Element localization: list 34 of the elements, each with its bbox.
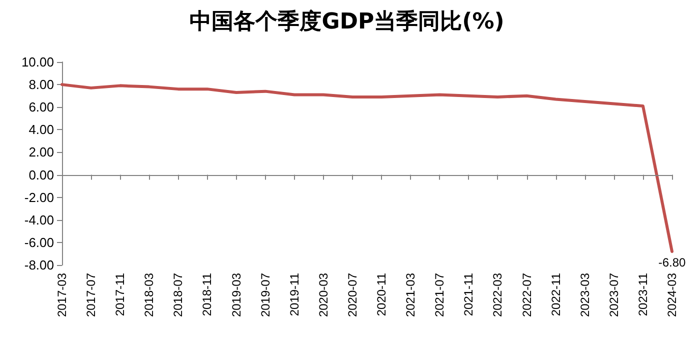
x-tick-label: 2023-03 <box>578 272 592 318</box>
y-tick-label: -6.00 <box>24 234 54 250</box>
y-tick-label: 10.00 <box>21 54 54 70</box>
y-tick-label: -2.00 <box>24 190 54 205</box>
y-tick-label: -4.00 <box>24 212 54 228</box>
y-tick-label: 8.00 <box>28 77 54 92</box>
x-tick-label: 2019-11 <box>287 272 302 316</box>
x-tick-label: 2022-07 <box>520 272 534 318</box>
x-tick-label: 2018-03 <box>142 272 156 318</box>
chart-title: 中国各个季度GDP当季同比(%) <box>190 8 504 34</box>
x-tick-label: 2020-11 <box>374 272 389 316</box>
y-tick-label: -8.00 <box>24 258 54 272</box>
x-tick-label: 2019-07 <box>258 272 272 318</box>
x-tick-label: 2021-07 <box>432 272 447 318</box>
x-tick-label: 2017-07 <box>84 272 98 318</box>
x-tick-label: 2023-07 <box>606 272 621 318</box>
x-tick-label: 2022-11 <box>548 272 563 316</box>
x-tick-label: 2024-03 <box>665 272 679 318</box>
x-tick-label: 2023-11 <box>636 272 650 316</box>
x-tick-label: 2021-03 <box>404 272 418 318</box>
x-tick-label: 2017-11 <box>113 272 128 316</box>
data-label: -6.80 <box>658 255 686 270</box>
x-tick-label: 2020-07 <box>345 272 360 318</box>
x-tick-label: 2018-07 <box>171 272 186 318</box>
x-tick-label: 2019-03 <box>229 272 244 318</box>
x-tick-label: 2022-03 <box>490 272 505 318</box>
y-tick-label: 2.00 <box>28 144 54 160</box>
x-tick-label: 2020-03 <box>316 272 330 318</box>
y-tick-label: 0.00 <box>28 167 54 182</box>
x-tick-label: 2018-11 <box>200 272 214 316</box>
x-tick-label: 2021-11 <box>462 272 476 316</box>
y-tick-label: 6.00 <box>28 100 54 115</box>
x-tick-label: 2017-03 <box>55 272 69 318</box>
y-tick-label: 4.00 <box>28 122 54 138</box>
